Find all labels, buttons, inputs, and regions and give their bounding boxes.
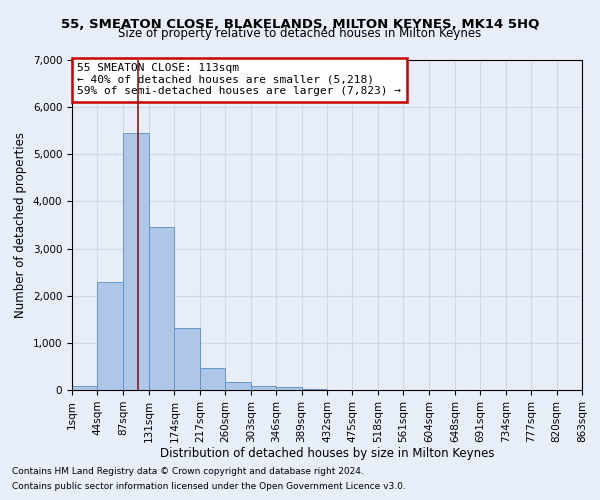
Bar — [251, 386, 276, 390]
Text: 55, SMEATON CLOSE, BLAKELANDS, MILTON KEYNES, MK14 5HQ: 55, SMEATON CLOSE, BLAKELANDS, MILTON KE… — [61, 18, 539, 30]
Bar — [123, 133, 149, 390]
Bar — [72, 386, 97, 390]
Text: 55 SMEATON CLOSE: 113sqm
← 40% of detached houses are smaller (5,218)
59% of sem: 55 SMEATON CLOSE: 113sqm ← 40% of detach… — [77, 64, 401, 96]
Y-axis label: Number of detached properties: Number of detached properties — [14, 132, 27, 318]
Bar — [225, 382, 251, 390]
Bar — [97, 282, 123, 390]
X-axis label: Distribution of detached houses by size in Milton Keynes: Distribution of detached houses by size … — [160, 448, 494, 460]
Bar — [149, 228, 175, 390]
Text: Size of property relative to detached houses in Milton Keynes: Size of property relative to detached ho… — [118, 28, 482, 40]
Text: Contains public sector information licensed under the Open Government Licence v3: Contains public sector information licen… — [12, 482, 406, 491]
Text: Contains HM Land Registry data © Crown copyright and database right 2024.: Contains HM Land Registry data © Crown c… — [12, 467, 364, 476]
Bar — [276, 387, 302, 390]
Bar — [302, 388, 327, 390]
Bar — [175, 328, 200, 390]
Bar — [200, 368, 225, 390]
